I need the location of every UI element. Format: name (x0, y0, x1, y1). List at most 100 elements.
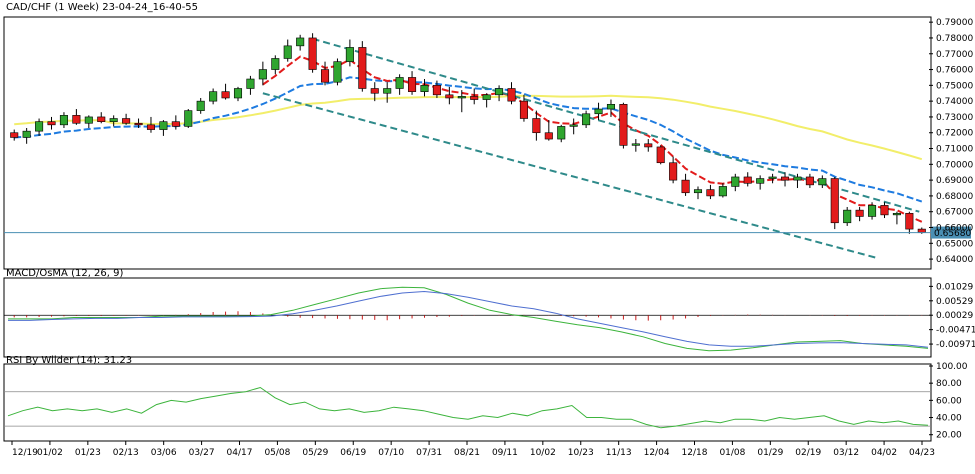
candle-body-up (22, 130, 31, 138)
candle-body-up (84, 116, 93, 124)
candle-body-down (47, 121, 56, 126)
candle-body-up (594, 108, 603, 115)
candle (59, 112, 68, 128)
candle (72, 109, 81, 125)
candle-body-up (271, 58, 280, 70)
candle-body-down (134, 122, 143, 126)
time-tick-label: 02/13 (113, 448, 139, 458)
candle (22, 127, 31, 144)
current-price-label-bg (931, 226, 971, 239)
candle (420, 79, 429, 97)
candle (644, 139, 653, 152)
time-tick-label: 10/02 (530, 448, 556, 458)
candle (868, 202, 877, 220)
time-tick-label: 12/04 (644, 448, 670, 458)
time-tick-label: 04/23 (909, 448, 935, 458)
candle (10, 129, 19, 141)
candle (296, 34, 305, 51)
candle-body-up (693, 189, 703, 194)
candle-body-up (868, 205, 877, 217)
time-tick-label: 03/06 (151, 448, 177, 458)
rsi-tick-label: 100.00 (936, 362, 968, 372)
candle (843, 206, 852, 226)
time-tick-label: 01/29 (757, 448, 783, 458)
price-tick-label: 0.65000 (936, 239, 973, 249)
time-tick-label: 03/12 (833, 448, 859, 458)
candle-body-up (184, 110, 193, 127)
macd-tick-label: 0.00529 (936, 297, 973, 307)
candle (594, 102, 603, 121)
candle-body-down (780, 176, 790, 181)
candle-body-down (146, 124, 156, 130)
candle-body-up (495, 88, 504, 96)
price-tick-label: 0.68000 (936, 192, 973, 202)
candle (171, 115, 180, 130)
candle (681, 173, 690, 196)
time-tick-label: 05/08 (264, 448, 290, 458)
candle-body-up (892, 212, 901, 216)
candle (159, 120, 168, 136)
current-price-label: 0.65680 (934, 229, 971, 239)
candle (221, 83, 230, 100)
candle-body-up (35, 121, 44, 132)
candle-body-down (445, 94, 454, 99)
candle (395, 74, 404, 95)
candle (693, 186, 703, 200)
time-tick-label: 07/31 (416, 448, 442, 458)
candle-body-down (308, 37, 317, 70)
candle-body-down (905, 212, 914, 230)
candle (768, 173, 777, 184)
time-tick-label: 10/23 (568, 448, 594, 458)
price-tick-label: 0.67000 (936, 208, 973, 218)
candle-body-up (582, 113, 591, 126)
time-tick-label: 12/18 (682, 448, 708, 458)
candle (780, 172, 790, 187)
signal-line (8, 290, 929, 348)
candle-body-up (768, 176, 777, 179)
candle-body-up (395, 77, 404, 89)
candle (544, 120, 553, 141)
candle (495, 85, 504, 102)
candle (582, 110, 591, 128)
candle (333, 58, 342, 86)
rsi-title: RSI By Wilder (14): 31.23 (6, 355, 132, 366)
main-price-axis: 0.79000 0.78000 0.77000 0.76000 0.75000 0.740… (929, 18, 973, 265)
candle (320, 61, 330, 86)
time-tick-label: 01/02 (37, 448, 63, 458)
candle (35, 118, 44, 136)
candle-body-up (283, 45, 292, 59)
candle (905, 211, 914, 234)
candle (358, 41, 367, 92)
time-tick-label: 04/17 (227, 448, 253, 458)
candle-body-down (805, 176, 814, 186)
macd-tick-label: 0.00029 (936, 311, 973, 321)
candle (743, 172, 752, 187)
candle (457, 90, 466, 113)
candle-body-up (457, 96, 466, 99)
time-tick-label: 01/08 (719, 448, 745, 458)
candle-body-down (507, 88, 516, 102)
candle (233, 86, 243, 102)
macd-tick-label: -0.00471 (936, 326, 975, 336)
candle-body-up (557, 126, 566, 140)
candle-body-down (669, 162, 678, 181)
candle (830, 176, 839, 230)
candle (756, 175, 765, 190)
candle (669, 156, 678, 184)
candle (718, 183, 727, 198)
time-tick-label: 09/11 (492, 448, 518, 458)
candle-body-down (644, 143, 653, 148)
candle (631, 139, 640, 152)
candle-body-down (619, 103, 628, 146)
candle-body-down (880, 205, 889, 216)
price-tick-label: 0.74000 (936, 97, 973, 107)
candle (470, 88, 479, 105)
time-tick-label: 12/19 (12, 448, 38, 458)
candlestick-series (10, 33, 926, 234)
candle-body-up (296, 37, 305, 47)
main-panel-frame (3, 16, 932, 270)
candle (880, 202, 889, 219)
candle-body-down (122, 118, 131, 124)
candle-body-up (793, 176, 802, 181)
candle-body-down (830, 178, 839, 224)
